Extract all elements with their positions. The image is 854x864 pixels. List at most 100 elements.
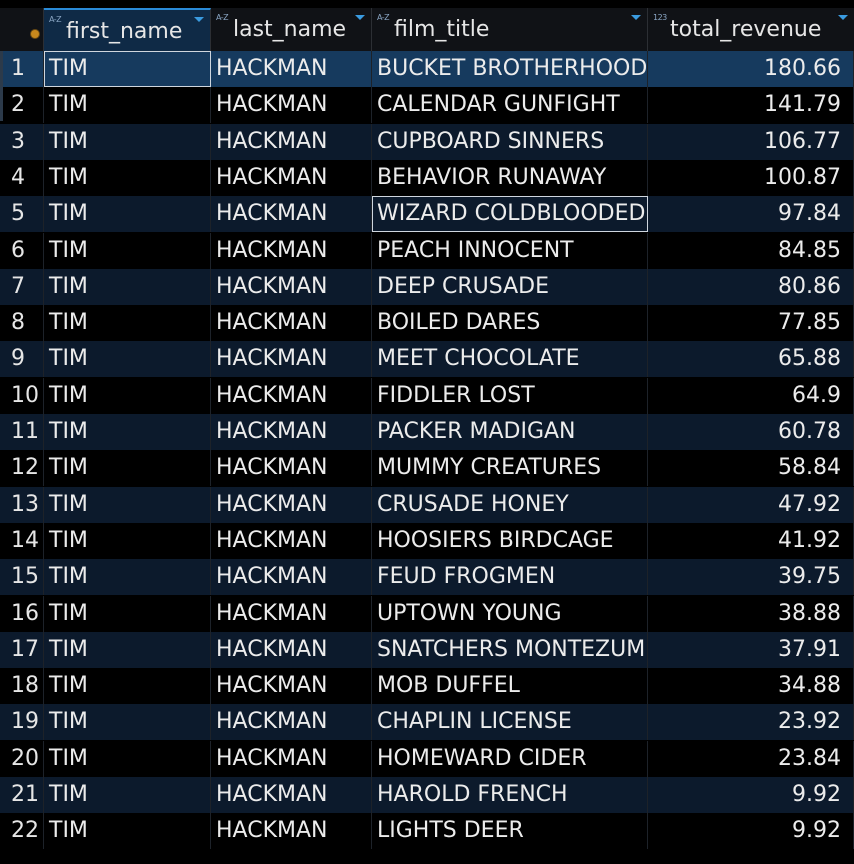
- row-number[interactable]: 11: [0, 414, 44, 450]
- column-header-last-name[interactable]: A-Z last_name: [211, 8, 372, 51]
- column-header-first-name[interactable]: A-Z first_name: [44, 8, 211, 51]
- table-row[interactable]: 1 TIM HACKMAN BUCKET BROTHERHOOD 180.66: [0, 51, 854, 87]
- cell-total-revenue[interactable]: 58.84: [648, 450, 854, 486]
- cell-last-name[interactable]: HACKMAN: [211, 124, 372, 160]
- table-row[interactable]: 10 TIM HACKMAN FIDDLER LOST 64.9: [0, 378, 854, 414]
- cell-last-name[interactable]: HACKMAN: [211, 632, 372, 668]
- table-row[interactable]: 11 TIM HACKMAN PACKER MADIGAN 60.78: [0, 414, 854, 450]
- cell-last-name[interactable]: HACKMAN: [211, 378, 372, 414]
- cell-first-name[interactable]: TIM: [44, 233, 211, 269]
- cell-film-title[interactable]: DEEP CRUSADE: [372, 269, 648, 305]
- cell-first-name[interactable]: TIM: [44, 487, 211, 523]
- table-row[interactable]: 20 TIM HACKMAN HOMEWARD CIDER 23.84: [0, 741, 854, 777]
- row-number[interactable]: 21: [0, 777, 44, 813]
- table-row[interactable]: 16 TIM HACKMAN UPTOWN YOUNG 38.88: [0, 596, 854, 632]
- sort-dropdown-icon[interactable]: [194, 17, 204, 22]
- table-row[interactable]: 18 TIM HACKMAN MOB DUFFEL 34.88: [0, 668, 854, 704]
- cell-film-title[interactable]: SNATCHERS MONTEZUM: [372, 632, 648, 668]
- cell-last-name[interactable]: HACKMAN: [211, 487, 372, 523]
- cell-total-revenue[interactable]: 65.88: [648, 341, 854, 377]
- cell-total-revenue[interactable]: 39.75: [648, 559, 854, 595]
- cell-total-revenue[interactable]: 34.88: [648, 668, 854, 704]
- table-row[interactable]: 14 TIM HACKMAN HOOSIERS BIRDCAGE 41.92: [0, 523, 854, 559]
- cell-total-revenue[interactable]: 97.84: [648, 196, 854, 232]
- cell-first-name[interactable]: TIM: [44, 668, 211, 704]
- row-number[interactable]: 18: [0, 668, 44, 704]
- cell-last-name[interactable]: HACKMAN: [211, 741, 372, 777]
- table-row[interactable]: 5 TIM HACKMAN WIZARD COLDBLOODED 97.84: [0, 196, 854, 232]
- cell-film-title[interactable]: FEUD FROGMEN: [372, 559, 648, 595]
- cell-last-name[interactable]: HACKMAN: [211, 414, 372, 450]
- cell-film-title[interactable]: HAROLD FRENCH: [372, 777, 648, 813]
- row-number[interactable]: 12: [0, 450, 44, 486]
- table-row[interactable]: 17 TIM HACKMAN SNATCHERS MONTEZUM 37.91: [0, 632, 854, 668]
- cell-last-name[interactable]: HACKMAN: [211, 196, 372, 232]
- cell-film-title[interactable]: UPTOWN YOUNG: [372, 596, 648, 632]
- cell-total-revenue[interactable]: 60.78: [648, 414, 854, 450]
- cell-total-revenue[interactable]: 23.92: [648, 704, 854, 740]
- table-row[interactable]: 13 TIM HACKMAN CRUSADE HONEY 47.92: [0, 487, 854, 523]
- cell-first-name[interactable]: TIM: [44, 87, 211, 123]
- cell-total-revenue[interactable]: 141.79: [648, 87, 854, 123]
- cell-film-title[interactable]: MEET CHOCOLATE: [372, 341, 648, 377]
- cell-last-name[interactable]: HACKMAN: [211, 559, 372, 595]
- cell-total-revenue[interactable]: 106.77: [648, 124, 854, 160]
- cell-last-name[interactable]: HACKMAN: [211, 450, 372, 486]
- cell-total-revenue[interactable]: 41.92: [648, 523, 854, 559]
- cell-last-name[interactable]: HACKMAN: [211, 668, 372, 704]
- cell-film-title[interactable]: MUMMY CREATURES: [372, 450, 648, 486]
- cell-total-revenue[interactable]: 23.84: [648, 741, 854, 777]
- cell-film-title[interactable]: PEACH INNOCENT: [372, 233, 648, 269]
- row-number[interactable]: 5: [0, 196, 44, 232]
- table-row[interactable]: 9 TIM HACKMAN MEET CHOCOLATE 65.88: [0, 341, 854, 377]
- row-number[interactable]: 13: [0, 487, 44, 523]
- row-number[interactable]: 4: [0, 160, 44, 196]
- row-number[interactable]: 22: [0, 813, 44, 849]
- row-number[interactable]: 19: [0, 704, 44, 740]
- sort-dropdown-icon[interactable]: [838, 15, 848, 20]
- cell-first-name[interactable]: TIM: [44, 269, 211, 305]
- cell-film-title[interactable]: FIDDLER LOST: [372, 378, 648, 414]
- cell-last-name[interactable]: HACKMAN: [211, 813, 372, 849]
- header-corner[interactable]: [0, 8, 44, 51]
- cell-first-name[interactable]: TIM: [44, 632, 211, 668]
- cell-first-name[interactable]: TIM: [44, 741, 211, 777]
- column-header-total-revenue[interactable]: 123 total_revenue: [648, 8, 854, 51]
- cell-last-name[interactable]: HACKMAN: [211, 704, 372, 740]
- cell-first-name[interactable]: TIM: [44, 559, 211, 595]
- cell-first-name[interactable]: TIM: [44, 596, 211, 632]
- cell-film-title[interactable]: LIGHTS DEER: [372, 813, 648, 849]
- cell-total-revenue[interactable]: 84.85: [648, 233, 854, 269]
- cell-first-name[interactable]: TIM: [44, 124, 211, 160]
- cell-total-revenue[interactable]: 9.92: [648, 777, 854, 813]
- cell-last-name[interactable]: HACKMAN: [211, 777, 372, 813]
- cell-last-name[interactable]: HACKMAN: [211, 51, 372, 87]
- cell-first-name[interactable]: TIM: [44, 813, 211, 849]
- row-number[interactable]: 6: [0, 233, 44, 269]
- cell-film-title[interactable]: CALENDAR GUNFIGHT: [372, 87, 648, 123]
- column-header-film-title[interactable]: A-Z film_title: [372, 8, 648, 51]
- cell-first-name[interactable]: TIM: [44, 523, 211, 559]
- record-mode-icon[interactable]: [31, 30, 39, 38]
- row-number[interactable]: 2: [0, 87, 44, 123]
- cell-first-name[interactable]: TIM: [44, 305, 211, 341]
- cell-first-name[interactable]: TIM: [44, 777, 211, 813]
- table-row[interactable]: 4 TIM HACKMAN BEHAVIOR RUNAWAY 100.87: [0, 160, 854, 196]
- cell-film-title[interactable]: BOILED DARES: [372, 305, 648, 341]
- row-number[interactable]: 15: [0, 559, 44, 595]
- cell-last-name[interactable]: HACKMAN: [211, 305, 372, 341]
- cell-film-title[interactable]: CRUSADE HONEY: [372, 487, 648, 523]
- table-row[interactable]: 21 TIM HACKMAN HAROLD FRENCH 9.92: [0, 777, 854, 813]
- cell-film-title[interactable]: CHAPLIN LICENSE: [372, 704, 648, 740]
- table-row[interactable]: 2 TIM HACKMAN CALENDAR GUNFIGHT 141.79: [0, 87, 854, 123]
- cell-total-revenue[interactable]: 100.87: [648, 160, 854, 196]
- cell-first-name[interactable]: TIM: [44, 414, 211, 450]
- row-number[interactable]: 7: [0, 269, 44, 305]
- cell-total-revenue[interactable]: 38.88: [648, 596, 854, 632]
- cell-total-revenue[interactable]: 37.91: [648, 632, 854, 668]
- cell-total-revenue[interactable]: 47.92: [648, 487, 854, 523]
- row-number[interactable]: 10: [0, 378, 44, 414]
- cell-last-name[interactable]: HACKMAN: [211, 269, 372, 305]
- cell-film-title[interactable]: HOOSIERS BIRDCAGE: [372, 523, 648, 559]
- table-row[interactable]: 19 TIM HACKMAN CHAPLIN LICENSE 23.92: [0, 704, 854, 740]
